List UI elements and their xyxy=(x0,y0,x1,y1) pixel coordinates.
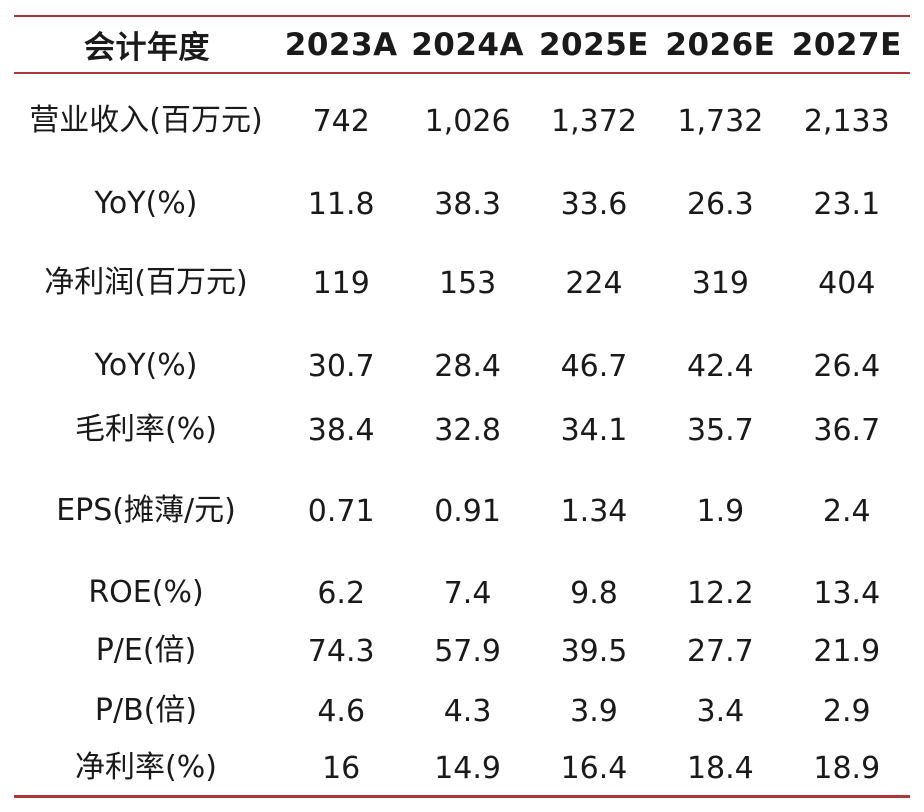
table-row-pe: P/E(倍) 74.3 57.9 39.5 27.7 21.9 xyxy=(14,620,910,682)
table-top-rule xyxy=(14,15,910,17)
cell-value: 38.3 xyxy=(434,186,501,222)
cell-value: 742 xyxy=(312,103,370,139)
cell-value: 33.6 xyxy=(560,186,628,222)
cell-value: 16 xyxy=(322,750,361,786)
cell-value: 119 xyxy=(312,265,370,301)
cell-value: 21.9 xyxy=(813,633,881,669)
cell-value: 2.9 xyxy=(822,693,871,729)
cell-value: 404 xyxy=(818,265,876,301)
cell-value: 1.9 xyxy=(696,493,745,529)
row-label: P/E(倍) xyxy=(95,633,197,668)
cell-value: 3.4 xyxy=(696,693,745,729)
cell-value: 0.71 xyxy=(307,493,375,529)
cell-value: 16.4 xyxy=(560,750,628,786)
row-label: 净利润(百万元) xyxy=(44,265,248,300)
cell-value: 14.9 xyxy=(434,750,501,786)
cell-value: 18.9 xyxy=(813,750,881,786)
table-row-revenue-yoy: YoY(%) 11.8 38.3 33.6 26.3 23.1 xyxy=(14,170,910,238)
cell-value: 26.4 xyxy=(813,348,881,384)
cell-value: 39.5 xyxy=(560,633,628,669)
cell-value: 18.4 xyxy=(686,750,754,786)
cell-value: 1,732 xyxy=(677,103,764,139)
cell-value: 57.9 xyxy=(434,633,501,669)
table-row-eps: EPS(摊薄/元) 0.71 0.91 1.34 1.9 2.4 xyxy=(14,456,910,566)
cell-value: 153 xyxy=(438,265,497,301)
cell-value: 4.6 xyxy=(317,693,366,729)
cell-value: 12.2 xyxy=(686,575,754,611)
cell-value: 38.4 xyxy=(307,412,375,448)
table-row-pb: P/B(倍) 4.6 4.3 3.9 3.4 2.9 xyxy=(14,682,910,740)
row-label: 毛利率(%) xyxy=(75,412,217,447)
cell-value: 36.7 xyxy=(813,412,881,448)
cell-value: 3.9 xyxy=(570,693,618,729)
cell-value: 319 xyxy=(691,265,749,301)
table-row-net-profit: 净利润(百万元) 119 153 224 319 404 xyxy=(14,238,910,328)
cell-value: 1,026 xyxy=(424,103,511,139)
row-label: 净利率(%) xyxy=(75,750,217,785)
financial-forecast-table: 会计年度 2023A 2024A 2025E 2026E 2027E 营业收入(… xyxy=(14,17,910,796)
table-row-gross-margin: 毛利率(%) 38.4 32.8 34.1 35.7 36.7 xyxy=(14,404,910,456)
cell-value: 46.7 xyxy=(560,348,628,384)
cell-value: 34.1 xyxy=(560,412,628,448)
cell-value: 28.4 xyxy=(434,348,501,384)
table-row-net-profit-yoy: YoY(%) 30.7 28.4 46.7 42.4 26.4 xyxy=(14,328,910,404)
cell-value: 4.3 xyxy=(443,693,492,729)
cell-value: 2.4 xyxy=(822,493,871,529)
cell-value: 32.8 xyxy=(434,412,501,448)
cell-value: 42.4 xyxy=(686,348,754,384)
cell-value: 13.4 xyxy=(813,575,881,611)
cell-value: 30.7 xyxy=(307,348,375,384)
table-row-net-margin: 净利率(%) 16 14.9 16.4 18.4 18.9 xyxy=(14,740,910,796)
header-year-2024A: 2024A xyxy=(411,26,524,63)
cell-value: 11.8 xyxy=(307,186,375,222)
header-year-2027E: 2027E xyxy=(791,26,902,63)
header-label-fiscal-year: 会计年度 xyxy=(84,30,210,66)
row-label: YoY(%) xyxy=(94,348,198,383)
cell-value: 35.7 xyxy=(686,412,754,448)
header-year-2026E: 2026E xyxy=(665,26,776,63)
header-year-2025E: 2025E xyxy=(538,26,649,63)
cell-value: 9.8 xyxy=(570,575,618,611)
table-header-rule xyxy=(14,72,910,74)
cell-value: 0.91 xyxy=(434,493,501,529)
cell-value: 2,133 xyxy=(803,103,890,139)
cell-value: 1.34 xyxy=(560,493,628,529)
cell-value: 27.7 xyxy=(686,633,754,669)
row-label: P/B(倍) xyxy=(94,693,198,728)
cell-value: 1,372 xyxy=(551,103,637,139)
header-year-2023A: 2023A xyxy=(284,26,398,63)
row-label: YoY(%) xyxy=(94,186,198,221)
cell-value: 6.2 xyxy=(317,575,366,611)
row-label: EPS(摊薄/元) xyxy=(56,493,236,528)
row-label: 营业收入(百万元) xyxy=(29,103,263,138)
cell-value: 26.3 xyxy=(686,186,754,222)
cell-value: 74.3 xyxy=(307,633,375,669)
cell-value: 7.4 xyxy=(443,575,492,611)
cell-value: 23.1 xyxy=(813,186,881,222)
row-label: ROE(%) xyxy=(88,575,204,610)
table-bottom-rule xyxy=(14,795,910,798)
table-row-roe: ROE(%) 6.2 7.4 9.8 12.2 13.4 xyxy=(14,566,910,620)
table-row-revenue: 营业收入(百万元) 742 1,026 1,372 1,732 2,133 xyxy=(14,72,910,170)
cell-value: 224 xyxy=(565,265,623,301)
table-header-row: 会计年度 2023A 2024A 2025E 2026E 2027E xyxy=(14,17,910,72)
